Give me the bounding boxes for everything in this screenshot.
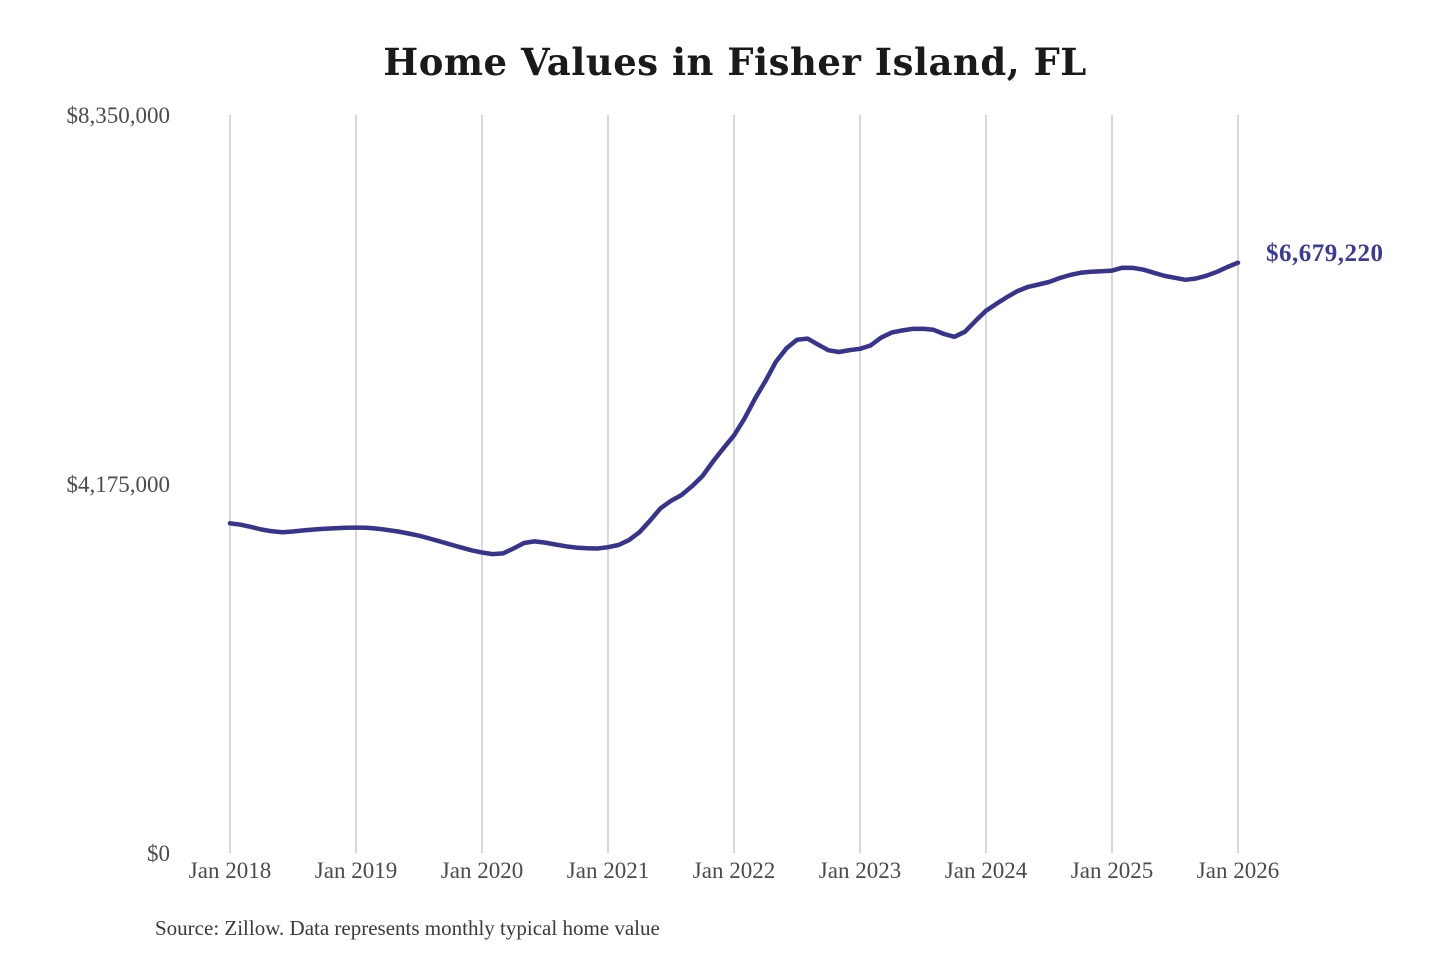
x-axis-tick-label: Jan 2021	[566, 858, 650, 883]
x-axis-tick-label: Jan 2025	[1070, 858, 1154, 883]
x-axis-tick-label: Jan 2023	[818, 858, 902, 883]
x-axis-tick-label: Jan 2024	[944, 858, 1028, 883]
x-axis-tick-label: Jan 2026	[1196, 858, 1280, 883]
chart-title: Home Values in Fisher Island, FL	[383, 40, 1087, 84]
y-axis-tick-label: $4,175,000	[66, 472, 171, 497]
x-axis-tick-label: Jan 2019	[314, 858, 398, 883]
x-axis-tick-label: Jan 2018	[188, 858, 272, 883]
y-axis-tick-label: $8,350,000	[66, 103, 171, 128]
x-axis-tick-label: Jan 2020	[440, 858, 524, 883]
end-value-label: $6,679,220	[1266, 240, 1384, 267]
home-value-line	[227, 260, 1241, 557]
x-axis-tick-label: Jan 2022	[692, 858, 776, 883]
y-axis-tick-label: $0	[147, 841, 170, 866]
source-note: Source: Zillow. Data represents monthly …	[155, 916, 660, 940]
